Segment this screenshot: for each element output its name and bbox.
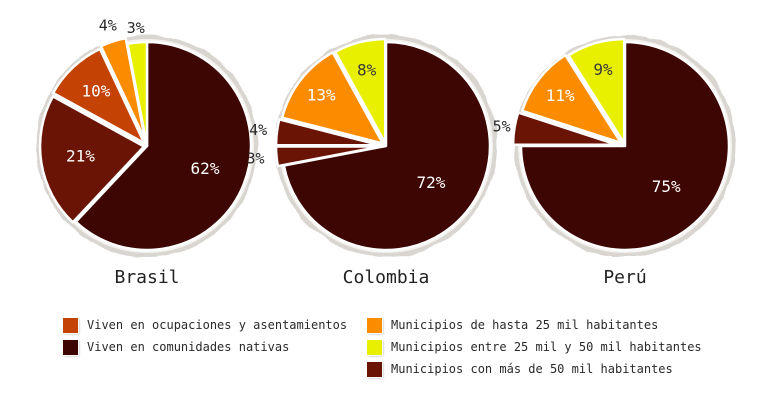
pie-charts: 62%21%10%4% 3%Brasil72%3%4%13%8%Colombia7… bbox=[36, 16, 736, 288]
legend-swatch bbox=[367, 339, 382, 355]
pie-slice bbox=[282, 40, 492, 252]
pie-slice bbox=[126, 40, 149, 148]
slice-label: 10% bbox=[81, 82, 110, 101]
slice-label: 4% bbox=[99, 16, 117, 34]
slice-label: 72% bbox=[416, 173, 445, 192]
legend-item-comunidades-nativas: Viven en comunidades nativas bbox=[63, 336, 347, 358]
legend-item-hasta-25-mil: Municipios de hasta 25 mil habitantes bbox=[367, 314, 702, 336]
pie-title: Brasil bbox=[114, 267, 179, 288]
pie-slice bbox=[519, 40, 731, 252]
slice-label: 9% bbox=[593, 60, 613, 79]
pie-slice bbox=[51, 47, 146, 145]
slice-label: 8% bbox=[357, 61, 377, 80]
legend-swatch bbox=[367, 361, 382, 377]
legend-item-25-a-50-mil: Municipios entre 25 mil y 50 mil habitan… bbox=[367, 336, 702, 358]
slice-label: 75% bbox=[652, 177, 681, 196]
slice-label: 4% bbox=[249, 121, 267, 139]
pie-slice bbox=[333, 37, 387, 145]
pie-colombia: 72% 3% 4% 13% 8% Colombia bbox=[246, 35, 497, 288]
slice-label: 3% bbox=[127, 19, 145, 37]
pie-slice bbox=[38, 95, 146, 224]
pie-slice bbox=[511, 111, 619, 146]
pie-title: Colombia bbox=[343, 267, 430, 288]
pie-slice bbox=[520, 53, 623, 145]
legend-label: Viven en comunidades nativas bbox=[87, 340, 290, 354]
pie-slice bbox=[567, 37, 626, 145]
slice-label: 3% bbox=[246, 149, 264, 167]
slice-label: 13% bbox=[307, 86, 336, 105]
legend-swatch bbox=[63, 317, 78, 333]
legend-item-asentamientos: Viven en ocupaciones y asentamientos bbox=[63, 314, 347, 336]
legend-label: Municipios de hasta 25 mil habitantes bbox=[391, 318, 659, 332]
pie-slice bbox=[274, 118, 382, 147]
pie-slice bbox=[274, 145, 382, 168]
legend-item-mas-50-mil: Municipios con más de 50 mil habitantes bbox=[367, 358, 702, 380]
pie-slice bbox=[74, 40, 253, 252]
legend-label: Municipios con más de 50 mil habitantes bbox=[391, 362, 673, 376]
slice-label: 62% bbox=[191, 159, 220, 178]
slice-label: 21% bbox=[66, 147, 95, 166]
slice-label: 5% bbox=[493, 118, 511, 136]
legend-label: Municipios entre 25 mil y 50 mil habitan… bbox=[391, 340, 702, 354]
pie-slice bbox=[280, 51, 385, 145]
legend-left: Viven en ocupaciones y asentamientos Viv… bbox=[63, 314, 347, 358]
legend-swatch bbox=[367, 317, 382, 333]
legend-swatch bbox=[63, 339, 78, 355]
pie-perú: 75% 5% 11% 9% Perú bbox=[493, 35, 736, 288]
slice-label: 11% bbox=[546, 86, 575, 105]
pie-title: Perú bbox=[603, 267, 646, 288]
pie-brasil: 62% 21% 10% 4% 3% Brasil bbox=[36, 16, 258, 288]
pie-slice bbox=[99, 36, 147, 142]
legend-label: Viven en ocupaciones y asentamientos bbox=[87, 318, 348, 332]
legend-right: Municipios de hasta 25 mil habitantes Mu… bbox=[367, 314, 702, 380]
